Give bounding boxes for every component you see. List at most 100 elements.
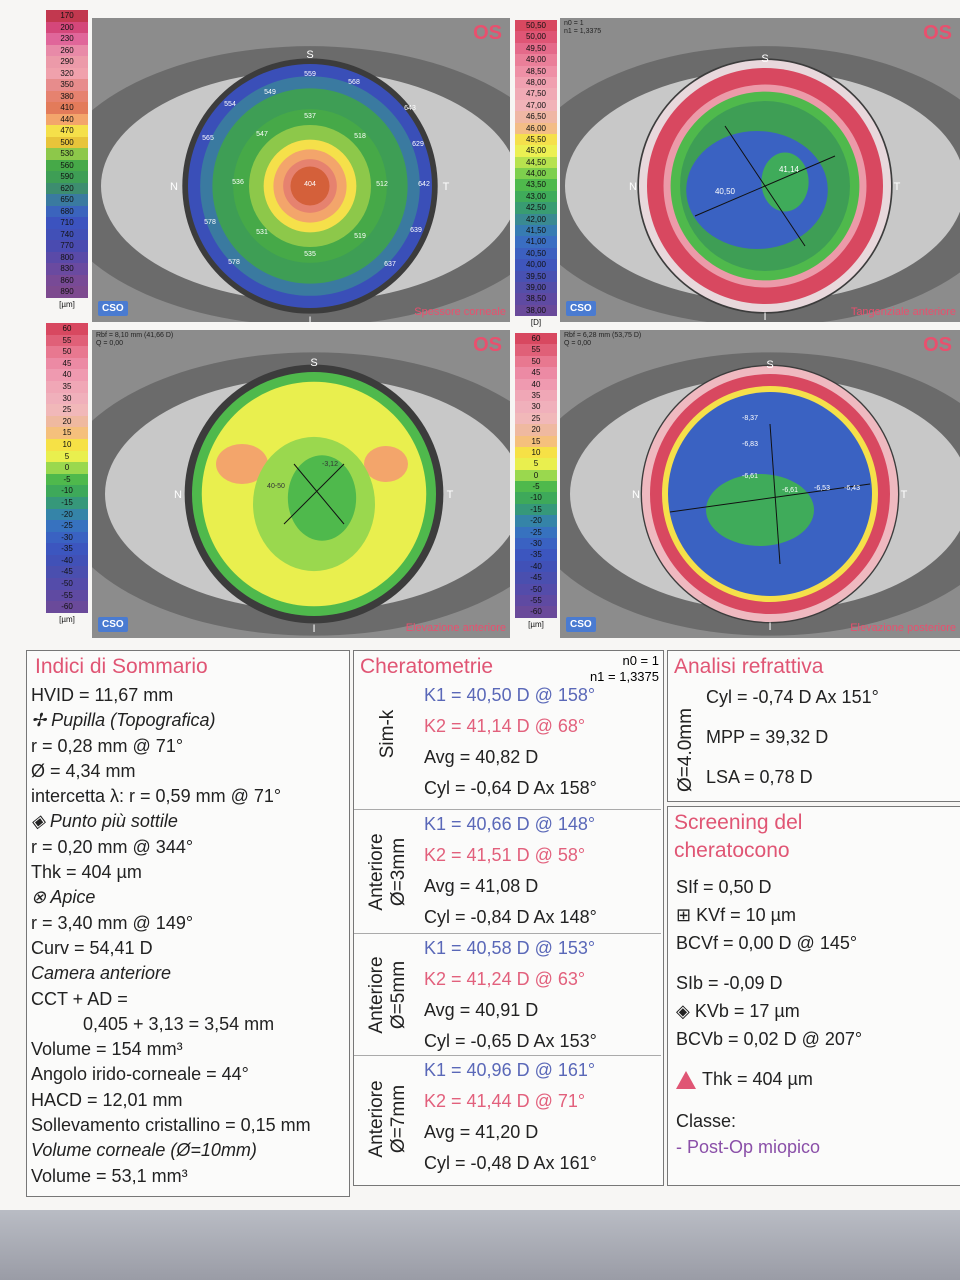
scale-cell: 50 — [46, 346, 88, 358]
scale-cell: 40,50 — [515, 247, 557, 260]
refractive-zone-label: Ø=4.0mm — [675, 708, 696, 792]
keratometry-section: Anteriore Ø=5mm K1 = 40,58 D @ 153° K2 = 4… — [354, 933, 661, 1056]
map-value-label: 535 — [304, 251, 316, 258]
eye-side-label: OS — [473, 22, 502, 44]
scale-cell: -40 — [515, 560, 557, 573]
map-value-label: 404 — [304, 181, 316, 188]
scale-cell: 60 — [46, 323, 88, 335]
scale-cell: 710 — [46, 217, 88, 229]
summary-line: Camera anteriore — [31, 963, 172, 984]
scale-cell: 530 — [46, 148, 88, 160]
k2-value: K2 = 41,44 D @ 71° — [424, 1091, 586, 1111]
scale-cell: 15 — [46, 427, 88, 439]
scale-cell: 0 — [46, 462, 88, 474]
keratometry-title: Cheratometrie — [360, 655, 494, 678]
avg-value: Avg = 41,20 D — [424, 1122, 539, 1142]
summary-line: Angolo irido-corneale = 44° — [31, 1064, 249, 1085]
scale-cell: 55 — [46, 334, 88, 347]
map-value-label: 40,50 — [715, 187, 736, 196]
scale-cell: 45 — [515, 367, 557, 379]
cyl-value: Cyl = -0,65 D Ax 153° — [424, 1031, 597, 1051]
summary-line: CCT + AD = — [31, 988, 128, 1009]
cso-logo: CSO — [566, 617, 596, 632]
scale-cell: 350 — [46, 79, 88, 91]
scale-cell: 41,50 — [515, 225, 557, 237]
scale-cell: -20 — [46, 508, 88, 521]
scale-cell: -25 — [515, 526, 557, 539]
scale-cell: 500 — [46, 136, 88, 148]
map-value-label: 637 — [384, 261, 396, 268]
summary-line: ✢ Pupilla (Topografica) — [31, 710, 216, 731]
axis-a — [283, 463, 345, 525]
map-value-label: 547 — [256, 131, 268, 138]
scale-cell: 49,50 — [515, 42, 557, 55]
keratometry-section: Anteriore Ø=7mm K1 = 40,96 D @ 161° K2 = 4… — [354, 1055, 661, 1182]
map-value-label: -8,37 — [742, 415, 758, 422]
map-value-label: 568 — [348, 79, 360, 86]
scale-cell: 320 — [46, 67, 88, 79]
n0-label: n0 = 1 — [622, 653, 659, 668]
map-value-label: 41,14 — [779, 165, 800, 174]
axis-b — [769, 423, 781, 565]
scale-cell: 45,00 — [515, 145, 557, 157]
avg-value: Avg = 41,08 D — [424, 876, 539, 896]
inferior-label: I — [312, 623, 315, 635]
scale-cell: -5 — [46, 473, 88, 486]
refractive-cyl: Cyl = -0,74 D Ax 151° — [706, 687, 879, 707]
refractive-mpp: MPP = 39,32 D — [706, 727, 829, 747]
eye-image: S N T I -3,12 40-50 — [92, 330, 510, 638]
axis-a — [669, 483, 871, 513]
kc-bcvb: BCVb = 0,02 D @ 207° — [676, 1029, 863, 1049]
scale-cell: 680 — [46, 205, 88, 217]
section-label: Anteriore Ø=5mm — [366, 956, 409, 1034]
eye-image: S N T I 559 568 549 554 537 643 565 547 518 629 536 404… — [92, 18, 510, 322]
tangential-map-panel: S N T I 41,14 40,50 OS Tangenziale anteriore CSO… — [560, 18, 960, 322]
kc-sib: SIb = -0,09 D — [676, 973, 783, 993]
map-value-label: -6,61 — [782, 487, 798, 494]
map-value-label: 554 — [224, 101, 236, 108]
scale-cell: 0 — [515, 469, 557, 482]
map-value-label: 639 — [410, 227, 422, 234]
inferior-label: I — [768, 621, 771, 633]
scale-cell: 40 — [46, 369, 88, 381]
scale-cell: 5 — [46, 450, 88, 463]
scale-cell: 42,50 — [515, 202, 557, 214]
scale-cell: -30 — [515, 538, 557, 550]
summary-line: HACD = 12,01 mm — [31, 1089, 183, 1110]
cso-logo: CSO — [566, 301, 596, 316]
posterior-elevation-scale: 60 55 50 45 40 35 30 25 20 15 10 5 0 -5 -10 -15 -20 -25 -3… — [515, 333, 557, 629]
eye-side-label: OS — [473, 334, 502, 356]
nasal-label: N — [170, 181, 178, 193]
scale-cell: 380 — [46, 90, 88, 102]
scale-cell: -35 — [515, 549, 557, 561]
scale-cell: 260 — [46, 44, 88, 56]
map-caption: Elevazione anteriore — [405, 622, 506, 634]
k2-value: K2 = 41,24 D @ 63° — [424, 969, 586, 989]
thickness-zone — [290, 166, 330, 206]
scale-cell: -50 — [46, 578, 88, 590]
scale-cell: 44,00 — [515, 168, 557, 180]
kc-kvf: ⊞ KVf = 10 µm — [676, 905, 796, 925]
scale-cell: 800 — [46, 251, 88, 263]
inferior-label: I — [308, 315, 311, 322]
map-value-label: 536 — [232, 179, 244, 186]
scale-unit: [µm] — [59, 299, 75, 309]
map-value-label: 531 — [256, 229, 268, 236]
scale-cell: 590 — [46, 171, 88, 183]
scale-cell: 30 — [46, 392, 88, 405]
scale-cell: 200 — [46, 21, 88, 33]
kc-classe-value: - Post-Op miopico — [676, 1137, 821, 1157]
summary-line: Curv = 54,41 D — [31, 937, 153, 958]
scale-cell: 45 — [46, 357, 88, 370]
cyl-value: Cyl = -0,64 D Ax 158° — [424, 778, 597, 798]
summary-line: r = 0,20 mm @ 344° — [31, 836, 194, 857]
scale-cell: 45,50 — [515, 133, 557, 146]
map-value-label: 565 — [202, 135, 214, 142]
keratometry-box: Cheratometrie n0 = 1 n1 = 1,3375 Sim-k K1… — [353, 650, 664, 1186]
nasal-label: N — [629, 181, 637, 193]
scale-cell: 40,00 — [515, 259, 557, 271]
curvature-color-scale: 50,50 50,00 49,50 49,00 48,50 48,00 47,50 47,00… — [515, 20, 557, 327]
scale-unit: [µm] — [528, 619, 544, 629]
kc-bcvf: BCVf = 0,00 D @ 145° — [676, 933, 858, 953]
map-meta: n0 = 1 n1 = 1,3375 — [564, 20, 602, 35]
